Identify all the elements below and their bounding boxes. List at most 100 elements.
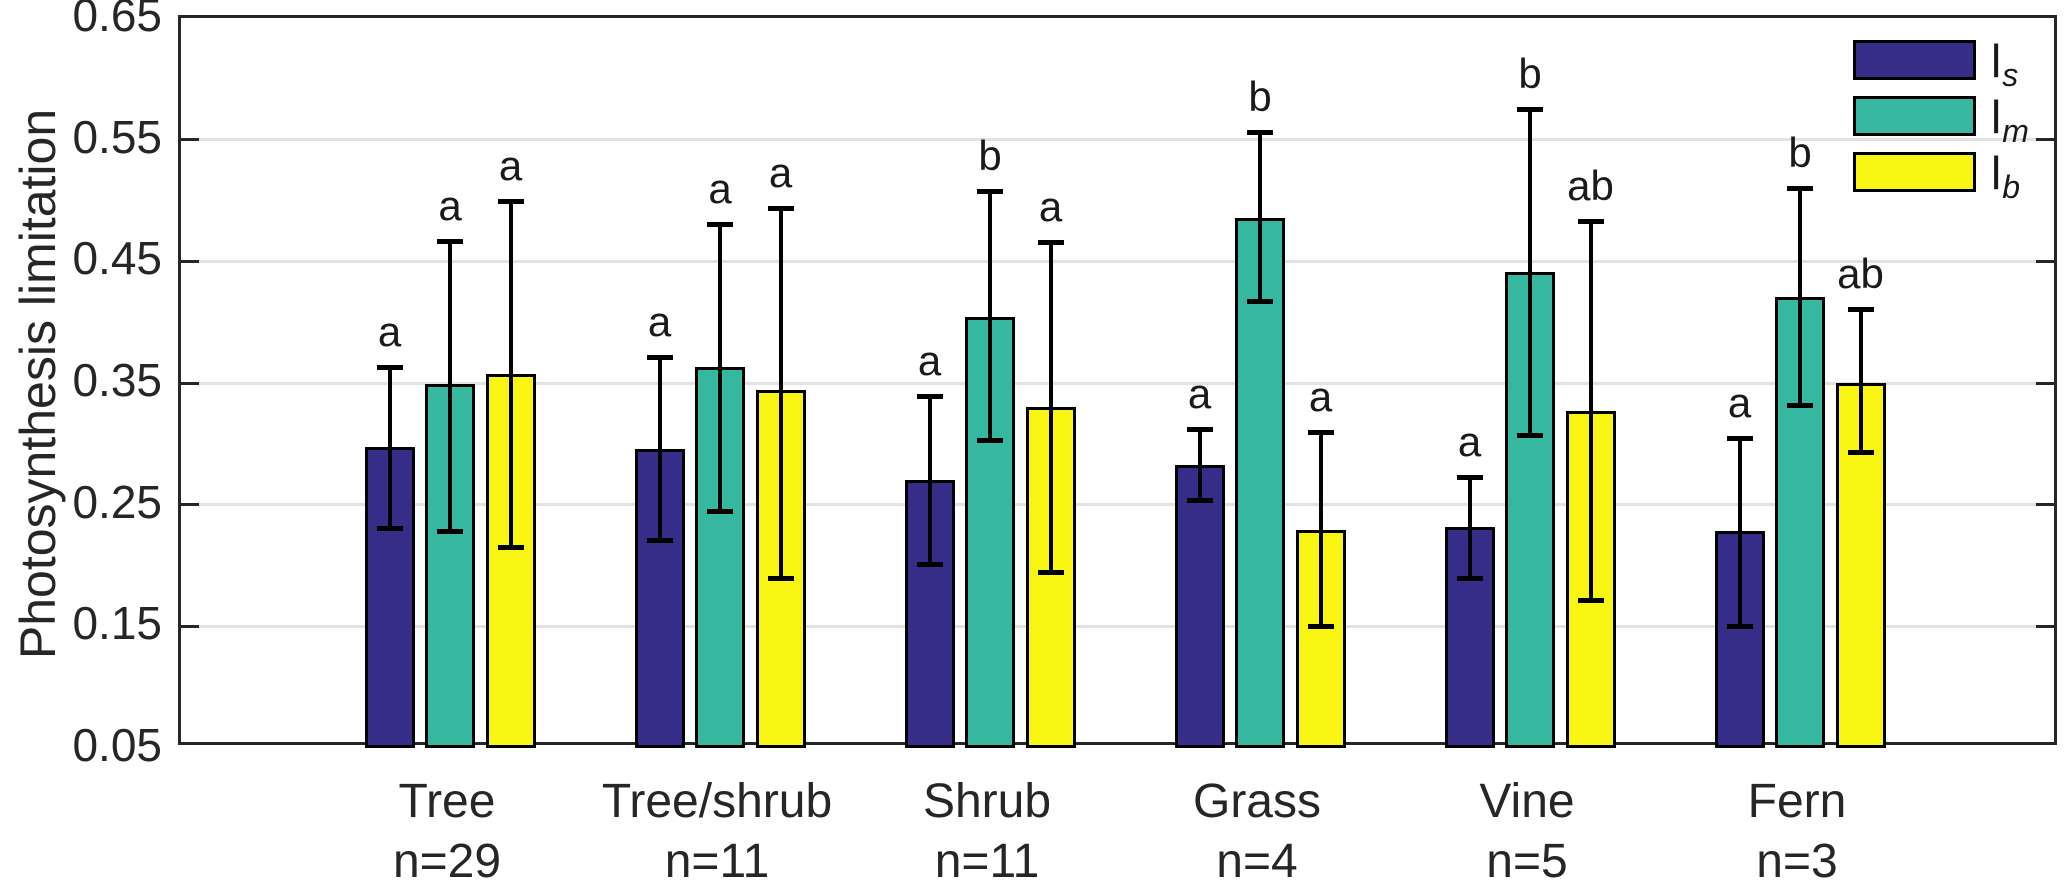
x-category-label: Fern <box>1747 775 1847 828</box>
error-bar-line <box>718 223 722 511</box>
error-bar-cap-bottom <box>1787 402 1813 408</box>
error-bar-cap-bottom <box>1577 597 1604 603</box>
error-bar-line <box>387 367 392 528</box>
y-tick-label: 0.05 <box>72 719 162 771</box>
y-axis-tick-left <box>181 503 199 507</box>
significance-letter: b <box>1788 129 1812 177</box>
error-bar-cap-bottom <box>376 525 403 531</box>
error-bar-cap-bottom <box>1517 433 1543 439</box>
y-axis-tick-left <box>181 138 199 142</box>
error-bar-line <box>448 240 452 532</box>
significance-letter: ab <box>1837 249 1884 297</box>
y-tick-label: 0.65 <box>72 0 162 41</box>
error-bar-cap-bottom <box>1307 624 1334 630</box>
legend-label-base: l <box>1991 147 2002 199</box>
gridline <box>181 624 2054 628</box>
error-bar-cap-bottom <box>1186 497 1213 503</box>
bar-l_b-Fern <box>1835 383 1886 748</box>
error-bar-cap-top <box>1726 435 1753 441</box>
y-axis-tick-right <box>2036 503 2054 507</box>
gridline <box>181 138 2054 142</box>
error-bar-cap-top <box>1517 107 1543 113</box>
legend-label-subscript: m <box>2002 113 2029 149</box>
error-bar-line <box>1258 132 1262 302</box>
legend-label-base: l <box>1991 91 2002 143</box>
y-tick-label: 0.25 <box>72 475 162 528</box>
error-bar-cap-bottom <box>767 575 794 581</box>
plot-area: a a a a a a a a b b b b a a a a ab ab <box>178 15 2057 748</box>
error-bar-line <box>1798 188 1802 405</box>
error-bar-cap-top <box>1456 474 1483 480</box>
bar-l_m-Grass <box>1235 217 1285 748</box>
significance-letter: a <box>647 298 672 346</box>
error-bar-cap-top <box>1247 130 1273 136</box>
error-bar-line <box>1588 221 1593 600</box>
significance-letter: a <box>708 164 732 212</box>
error-bar-cap-top <box>1307 429 1334 435</box>
y-axis-tick-left <box>181 381 199 385</box>
y-tick-label: 0.15 <box>72 597 162 650</box>
error-bar-line <box>1318 431 1323 627</box>
error-bar-cap-top <box>707 221 733 227</box>
significance-letter: b <box>1248 73 1272 121</box>
error-bar-line <box>927 396 932 565</box>
significance-letter: a <box>917 337 942 385</box>
error-bar-line <box>1528 109 1532 436</box>
error-bar-cap-top <box>767 205 794 211</box>
bar-l_b-Shrub <box>1025 407 1076 748</box>
error-bar-cap-top <box>977 188 1003 194</box>
y-axis-tick-left <box>181 624 199 628</box>
y-tick-label: 0.35 <box>72 354 162 406</box>
error-bar-cap-bottom <box>1456 575 1483 581</box>
bar-l_m-Vine <box>1505 272 1555 748</box>
error-bar-cap-top <box>497 198 524 204</box>
gridline <box>181 259 2054 263</box>
significance-letter: a <box>1187 370 1212 418</box>
legend-label-subscript: b <box>2002 169 2021 205</box>
significance-letter: a <box>1727 378 1752 426</box>
legend-swatch-l_m <box>1853 96 1976 136</box>
error-bar-line <box>508 200 513 548</box>
error-bar-line <box>1737 437 1742 627</box>
y-axis-tick-left <box>181 259 199 263</box>
x-category-label: Shrub <box>922 775 1052 828</box>
significance-letter: a <box>438 181 462 229</box>
error-bar-line <box>988 190 992 441</box>
error-bar-cap-top <box>1037 239 1064 245</box>
significance-letter: ab <box>1567 162 1614 210</box>
error-bar-line <box>1858 308 1863 453</box>
error-bar-line <box>1467 476 1472 578</box>
error-bar-cap-top <box>916 394 943 400</box>
significance-letter: a <box>498 141 523 189</box>
significance-letter: b <box>1518 50 1542 98</box>
error-bar-line <box>657 357 662 540</box>
error-bar-cap-bottom <box>916 562 943 568</box>
error-bar-cap-top <box>1186 427 1213 433</box>
significance-letter: b <box>978 131 1002 179</box>
error-bar-cap-bottom <box>1726 624 1753 630</box>
legend-label-base: l <box>1991 35 2002 87</box>
error-bar-line <box>778 207 783 578</box>
legend-label-subscript: s <box>2002 57 2019 93</box>
legend-swatch-l_s <box>1853 40 1976 80</box>
error-bar-cap-top <box>1577 219 1604 225</box>
error-bar-cap-top <box>376 365 403 371</box>
y-axis-tick-right <box>2036 138 2054 142</box>
legend-swatch-l_b <box>1853 152 1976 192</box>
y-axis-tick-right <box>2036 259 2054 263</box>
gridline <box>181 503 2054 507</box>
legend-label-l_m: lm <box>1991 94 2029 147</box>
legend-label-l_b: lb <box>1991 150 2020 203</box>
significance-letter: a <box>1457 417 1482 465</box>
y-axis-tick-right <box>2036 381 2054 385</box>
y-tick-label: 0.45 <box>72 232 162 285</box>
x-sample-size-label: n=3 <box>1756 835 1838 888</box>
significance-letter: a <box>377 308 402 356</box>
error-bar-line <box>1048 241 1053 572</box>
significance-letter: a <box>768 148 793 196</box>
x-category-label: Vine <box>1479 775 1575 828</box>
x-category-label: Tree/shrub <box>601 775 833 828</box>
error-bar-cap-bottom <box>1247 299 1273 305</box>
gridline <box>181 381 2054 385</box>
